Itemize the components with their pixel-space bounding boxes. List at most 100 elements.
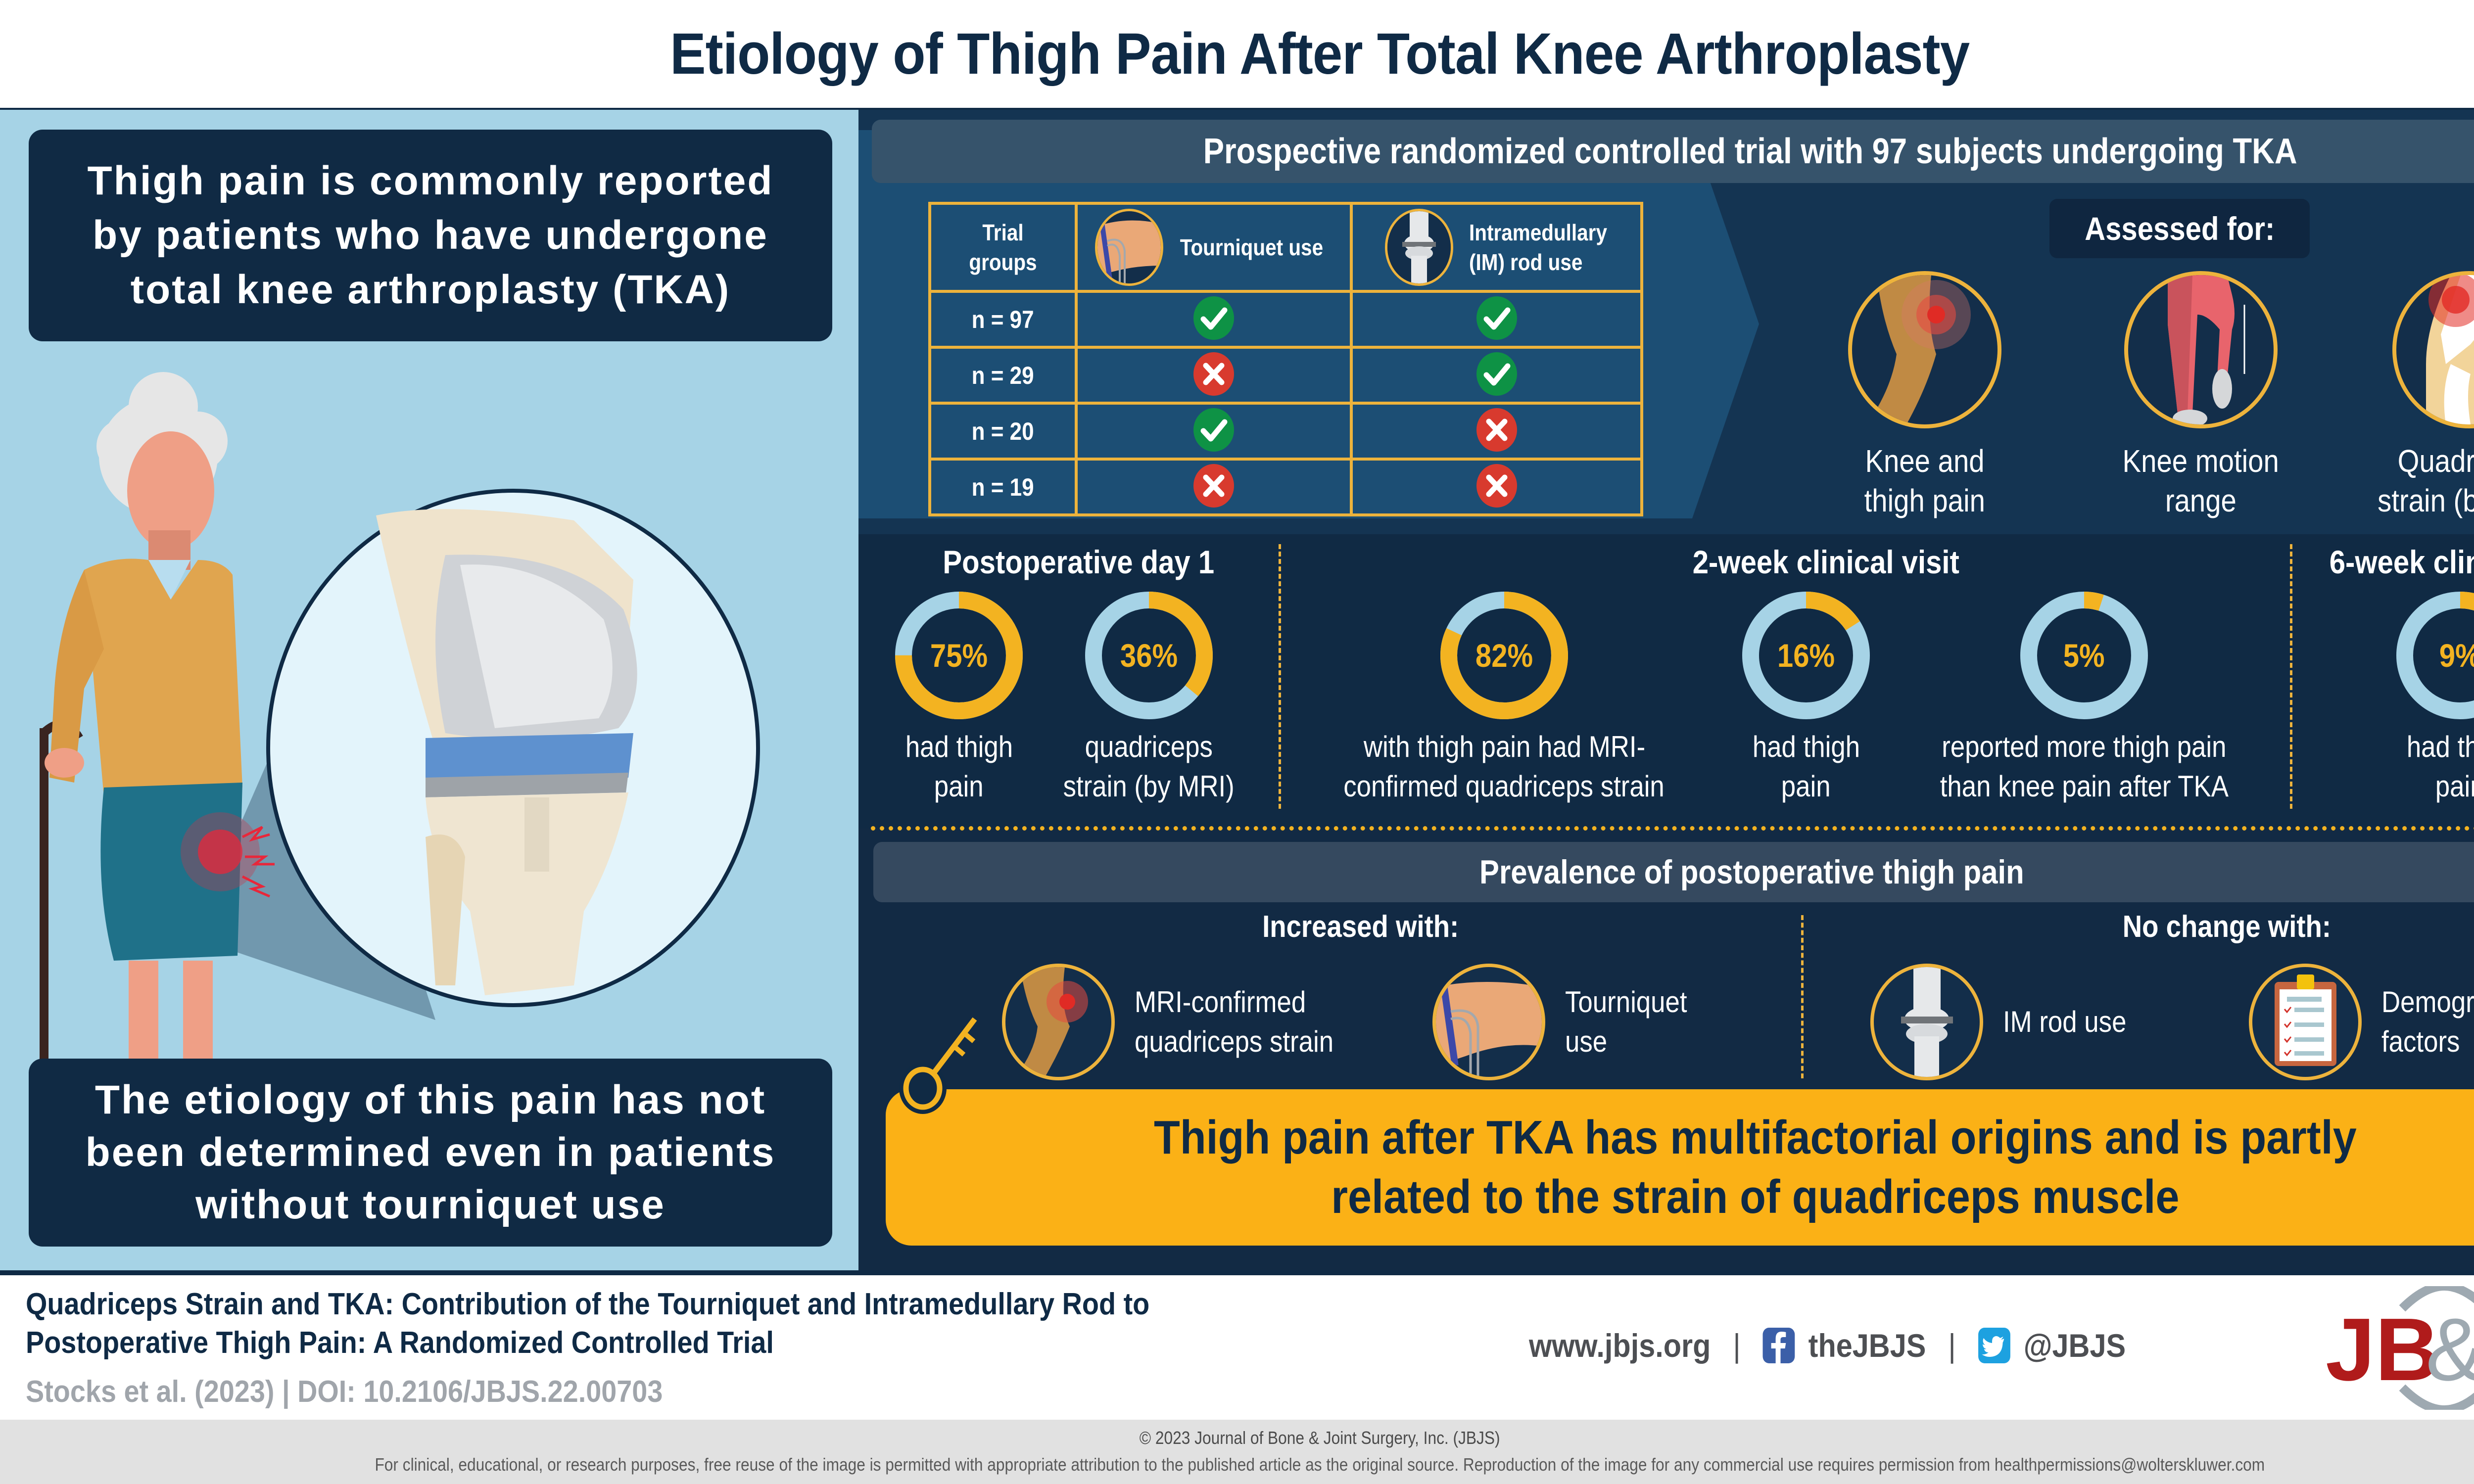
im-rod-cell	[1350, 290, 1643, 349]
cross-icon	[1193, 464, 1235, 508]
donut-chart-5: 5%	[2020, 592, 2148, 719]
dotted-divider	[871, 826, 2474, 831]
timeline-section	[858, 534, 2474, 829]
stat-caption: reported more thigh pain than knee pain a…	[1940, 730, 2229, 803]
svg-text:&: &	[2426, 1300, 2474, 1399]
im-rod-cell	[1350, 458, 1643, 516]
factor-demographics: Demographicfactors	[2249, 964, 2474, 1080]
key-icon	[899, 1017, 977, 1114]
im-rod-cell	[1350, 402, 1643, 461]
dashed-divider	[2290, 544, 2292, 809]
tourniquet-cell	[1074, 346, 1353, 405]
prevalence-banner: Prevalence of postoperative thigh pain	[873, 842, 2474, 902]
license-notice: For clinical, educational, or research p…	[375, 1454, 2265, 1475]
separator: |	[1733, 1327, 1741, 1364]
donut-chart-75: 75%	[895, 592, 1023, 719]
header-tourniquet: Tourniquet use	[1074, 202, 1353, 293]
group-cell: n = 29	[928, 346, 1078, 405]
intro-text: Thigh pain is commonly reported by patie…	[87, 158, 774, 312]
tourniquet-icon	[1432, 964, 1545, 1080]
cross-icon	[1193, 352, 1235, 396]
divider	[0, 108, 2474, 110]
factor-im-rod: IM rod use	[1870, 964, 2143, 1080]
copyright-band	[0, 1420, 2474, 1484]
footer	[0, 1275, 2474, 1420]
facebook-handle[interactable]: theJBJS	[1808, 1327, 1926, 1364]
check-icon	[1476, 296, 1517, 340]
stat-caption: quadriceps strain (by MRI)	[1063, 730, 1235, 803]
leg-motion-icon	[2124, 271, 2278, 428]
trial-banner: Prospective randomized controlled trial …	[872, 120, 2474, 183]
separator: |	[1948, 1327, 1956, 1364]
table-row: n = 19	[928, 458, 1643, 516]
patient-illustration-icon	[40, 372, 760, 1060]
group-cell: n = 19	[928, 458, 1078, 516]
title-band: Etiology of Thigh Pain After Total Knee …	[0, 0, 2474, 108]
header-trial-groups: Trial groups	[928, 202, 1078, 293]
conclusion-text: Thigh pain after TKA has multifactorial …	[1154, 1111, 2357, 1223]
heading-postop-day1: Postoperative day 1	[943, 544, 1215, 580]
check-icon	[1476, 352, 1517, 396]
stat-caption: with thigh pain had MRI-confirmed quadri…	[1343, 730, 1665, 803]
website-link[interactable]: www.jbjs.org	[1529, 1327, 1711, 1364]
etiology-box: The etiology of this pain has not been d…	[29, 1059, 832, 1247]
intro-box: Thigh pain is commonly reported by patie…	[29, 130, 832, 341]
no-change-label: No change with:	[2122, 910, 2331, 944]
twitter-handle[interactable]: @JBJS	[2023, 1327, 2126, 1364]
cross-icon	[1476, 464, 1517, 508]
copyright: © 2023 Journal of Bone & Joint Surgery, …	[1139, 1428, 1500, 1448]
table-row: n = 29	[928, 346, 1643, 405]
knee-pain-icon	[1002, 964, 1115, 1080]
page-title: Etiology of Thigh Pain After Total Knee …	[669, 21, 1970, 87]
divider	[0, 1270, 2474, 1275]
im-rod-cell	[1350, 346, 1643, 405]
trial-groups-table: Trial groups Tourniquet use	[928, 202, 1643, 516]
assessed-item-quadriceps-strain: Quadricepsstrain (by MRI)	[2365, 271, 2474, 520]
tourniquet-cell	[1074, 458, 1353, 516]
quadriceps-strain-icon	[2392, 271, 2474, 428]
left-panel: Thigh pain is commonly reported by patie…	[0, 110, 858, 1270]
clipboard-icon	[2249, 964, 2362, 1080]
trial-banner-text: Prospective randomized controlled trial …	[1203, 132, 2297, 171]
table-row: n = 97	[928, 290, 1643, 349]
assessed-item-knee-pain: Knee and thigh pain	[1821, 271, 2029, 520]
check-icon	[1193, 296, 1235, 340]
knee-pain-icon	[1848, 271, 2001, 428]
table-header-row: Trial groups Tourniquet use	[928, 202, 1643, 293]
tourniquet-cell	[1074, 290, 1353, 349]
facebook-icon[interactable]	[1762, 1328, 1795, 1363]
group-cell: n = 97	[928, 290, 1078, 349]
article-title: Quadriceps Strain and TKA: Contribution …	[26, 1287, 1150, 1360]
dashed-divider	[1801, 915, 1804, 1078]
cross-icon	[1476, 408, 1517, 452]
factor-tourniquet: Tourniquet use	[1432, 964, 1704, 1080]
table-row: n = 20	[928, 402, 1643, 461]
im-rod-icon	[1870, 964, 1983, 1080]
factor-quadriceps-strain: MRI-confirmed quadriceps strain	[1002, 964, 1361, 1080]
group-cell: n = 20	[928, 402, 1078, 461]
svg-text:JB: JB	[2326, 1300, 2439, 1399]
heading-2-week: 2-week clinical visit	[1692, 544, 1959, 580]
dashed-divider	[1279, 544, 1281, 809]
donut-chart-36: 36%	[1085, 592, 1213, 719]
etiology-text: The etiology of this pain has not been d…	[85, 1077, 776, 1227]
citation-doi: Stocks et al. (2023) | DOI: 10.2106/JBJS…	[26, 1375, 663, 1409]
check-icon	[1193, 408, 1235, 452]
twitter-icon[interactable]	[1978, 1328, 2010, 1363]
header-im-rod: Intramedullary (IM) rod use	[1350, 202, 1643, 293]
heading-6-week: 6-week clinical visit	[2329, 544, 2474, 580]
assessed-label: Assessed for:	[2049, 199, 2310, 258]
increased-with-label: Increased with:	[1262, 910, 1459, 944]
tourniquet-icon	[1094, 209, 1163, 286]
social-links: www.jbjs.org | theJBJS | @JBJS	[1529, 1327, 2126, 1364]
assessed-item-knee-motion: Knee motion range	[2097, 271, 2305, 520]
im-rod-icon	[1384, 209, 1453, 286]
conclusion-box: Thigh pain after TKA has multifactorial …	[886, 1089, 2474, 1246]
jbjs-logo: JB & JS	[2296, 1281, 2474, 1415]
donut-chart-9: 9%	[2396, 592, 2474, 719]
tourniquet-cell	[1074, 402, 1353, 461]
donut-chart-16: 16%	[1742, 592, 1870, 719]
